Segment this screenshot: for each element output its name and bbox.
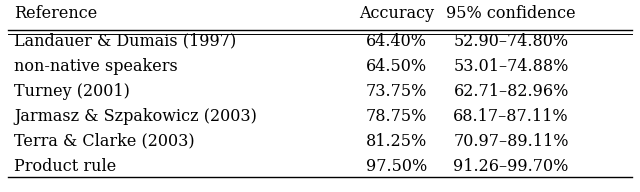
Text: non-native speakers: non-native speakers	[14, 58, 178, 75]
Text: Accuracy: Accuracy	[359, 5, 434, 22]
Text: 73.75%: 73.75%	[366, 83, 427, 100]
Text: 95% confidence: 95% confidence	[446, 5, 576, 22]
Text: 62.71–82.96%: 62.71–82.96%	[454, 83, 569, 100]
Text: Reference: Reference	[14, 5, 97, 22]
Text: 52.90–74.80%: 52.90–74.80%	[454, 33, 569, 50]
Text: 64.40%: 64.40%	[366, 33, 427, 50]
Text: Terra & Clarke (2003): Terra & Clarke (2003)	[14, 133, 195, 150]
Text: Product rule: Product rule	[14, 158, 116, 175]
Text: 78.75%: 78.75%	[366, 108, 427, 125]
Text: 81.25%: 81.25%	[366, 133, 427, 150]
Text: Landauer & Dumais (1997): Landauer & Dumais (1997)	[14, 33, 236, 50]
Text: 68.17–87.11%: 68.17–87.11%	[453, 108, 569, 125]
Text: Turney (2001): Turney (2001)	[14, 83, 130, 100]
Text: 97.50%: 97.50%	[366, 158, 427, 175]
Text: 64.50%: 64.50%	[366, 58, 427, 75]
Text: 53.01–74.88%: 53.01–74.88%	[454, 58, 569, 75]
Text: Jarmasz & Szpakowicz (2003): Jarmasz & Szpakowicz (2003)	[14, 108, 257, 125]
Text: 70.97–89.11%: 70.97–89.11%	[453, 133, 569, 150]
Text: 91.26–99.70%: 91.26–99.70%	[454, 158, 569, 175]
